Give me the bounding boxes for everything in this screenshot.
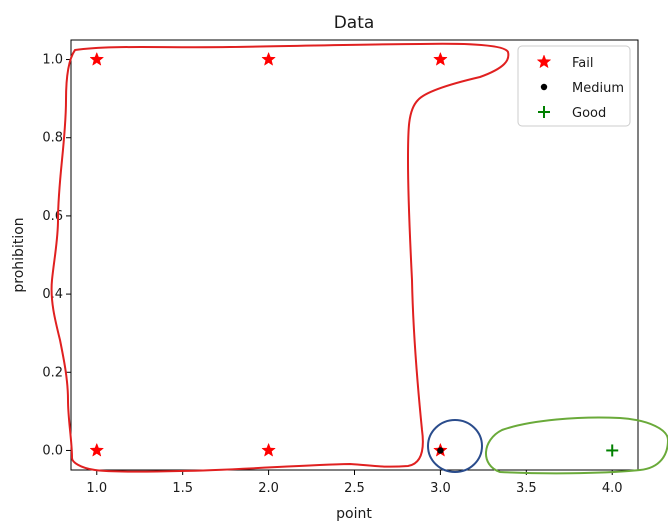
point-fail bbox=[89, 51, 105, 66]
chart-title: Data bbox=[334, 13, 375, 33]
legend-marker-good bbox=[538, 106, 550, 118]
point-fail bbox=[89, 442, 105, 457]
legend-marker-fail bbox=[536, 54, 552, 69]
x-axis: 1.0 1.5 2.0 2.5 3.0 3.5 4.0 bbox=[86, 470, 623, 496]
x-tick-label: 2.0 bbox=[258, 481, 279, 496]
point-medium bbox=[437, 447, 444, 454]
y-axis-label: prohibition bbox=[11, 217, 27, 292]
legend-label-fail: Fail bbox=[572, 56, 593, 71]
medium-group-outline bbox=[427, 419, 483, 473]
y-tick-label: 0.0 bbox=[42, 443, 63, 458]
point-fail bbox=[261, 51, 276, 66]
x-tick-label: 3.5 bbox=[516, 481, 537, 496]
y-tick-label: 0.8 bbox=[42, 131, 63, 146]
point-fail bbox=[433, 51, 448, 66]
hand-drawn-annotations bbox=[50, 42, 668, 475]
legend-label-good: Good bbox=[572, 106, 606, 121]
x-tick-label: 2.5 bbox=[344, 481, 365, 496]
y-tick-label: 0.2 bbox=[42, 365, 63, 380]
point-fail bbox=[261, 442, 276, 457]
data-points bbox=[89, 51, 619, 457]
point-good bbox=[606, 444, 619, 457]
x-tick-label: 4.0 bbox=[602, 481, 623, 496]
legend-marker-medium bbox=[540, 83, 548, 91]
legend: Fail Medium Good bbox=[517, 45, 631, 127]
legend-items: Fail Medium Good bbox=[536, 54, 624, 121]
x-axis-label: point bbox=[336, 506, 372, 522]
y-axis: 0.00.20.40.60.81.0 bbox=[42, 53, 71, 458]
x-tick-label: 1.5 bbox=[172, 481, 193, 496]
y-tick-label: 0.6 bbox=[42, 209, 63, 224]
y-tick-label: 1.0 bbox=[42, 53, 63, 68]
x-tick-label: 1.0 bbox=[86, 481, 107, 496]
legend-label-medium: Medium bbox=[572, 81, 624, 96]
fail-group-outline bbox=[50, 42, 510, 473]
x-tick-label: 3.0 bbox=[430, 481, 451, 496]
good-group-outline bbox=[485, 416, 668, 475]
